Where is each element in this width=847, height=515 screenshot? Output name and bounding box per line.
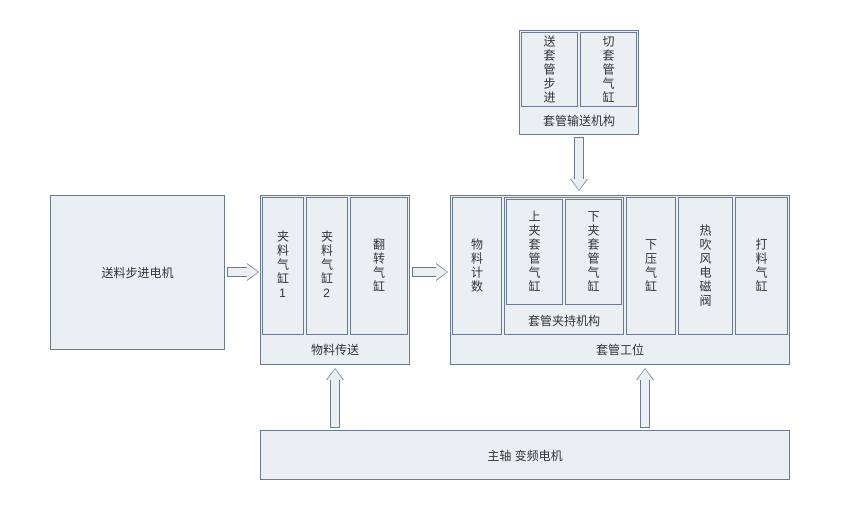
node-cut-sleeve-cyl: 切套管气缸	[580, 32, 637, 107]
node-label: 下压气缸	[643, 238, 660, 294]
node-label: 物料计数	[469, 238, 486, 294]
node-label: 送套管步进	[541, 35, 558, 105]
node-label: 热吹风电磁阀	[697, 224, 714, 308]
node-label: 下夹套管气缸	[585, 210, 602, 294]
node-label: 夹料气缸1	[275, 230, 292, 302]
node-label: 套管夹持机构	[528, 312, 600, 329]
arrow-transfer-to-station	[412, 263, 448, 281]
node-label: 切套管气缸	[600, 35, 617, 105]
node-upper-clamp-cyl: 上夹套管气缸	[506, 199, 563, 305]
node-press-cyl: 下压气缸	[626, 197, 676, 335]
node-label: 翻转气缸	[371, 238, 388, 294]
node-clamp-cyl-2: 夹料气缸2	[306, 197, 348, 335]
node-sleeve-step: 送套管步进	[521, 32, 578, 107]
node-feed-motor: 送料步进电机	[50, 195, 225, 350]
node-label: 打料气缸	[753, 238, 770, 294]
node-label: 套管输送机构	[543, 112, 615, 129]
node-label: 主轴 变频电机	[487, 447, 562, 464]
node-label: 送料步进电机	[101, 264, 173, 281]
node-hot-air-valve: 热吹风电磁阀	[678, 197, 733, 335]
node-clamp-cyl-1: 夹料气缸1	[262, 197, 304, 335]
arrow-spindle-to-station	[636, 368, 654, 428]
node-label: 夹料气缸2	[319, 230, 336, 302]
node-lower-clamp-cyl: 下夹套管气缸	[565, 199, 622, 305]
arrow-feedunit-to-station	[570, 137, 588, 193]
node-material-count: 物料计数	[452, 197, 502, 335]
node-spindle-motor: 主轴 变频电机	[260, 430, 790, 480]
node-label: 物料传送	[311, 341, 359, 358]
node-flip-cyl: 翻转气缸	[350, 197, 408, 335]
arrow-feed-to-transfer	[227, 263, 259, 281]
node-label: 套管工位	[596, 341, 644, 358]
node-knock-cyl: 打料气缸	[735, 197, 788, 335]
node-label: 上夹套管气缸	[526, 210, 543, 294]
arrow-spindle-to-transfer	[326, 368, 344, 428]
